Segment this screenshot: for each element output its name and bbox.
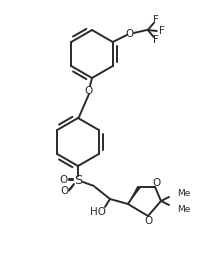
- Text: F: F: [152, 35, 158, 45]
- Text: O: O: [60, 175, 68, 185]
- Text: S: S: [74, 174, 82, 187]
- Text: Me: Me: [176, 189, 189, 198]
- Text: HO: HO: [89, 207, 105, 217]
- Text: Me: Me: [176, 205, 189, 214]
- Text: O: O: [144, 216, 152, 226]
- Text: O: O: [125, 29, 133, 39]
- Text: O: O: [84, 86, 93, 96]
- Polygon shape: [127, 186, 140, 204]
- Text: O: O: [61, 186, 69, 196]
- Text: F: F: [158, 26, 164, 36]
- Text: F: F: [152, 15, 158, 25]
- Text: O: O: [152, 178, 160, 188]
